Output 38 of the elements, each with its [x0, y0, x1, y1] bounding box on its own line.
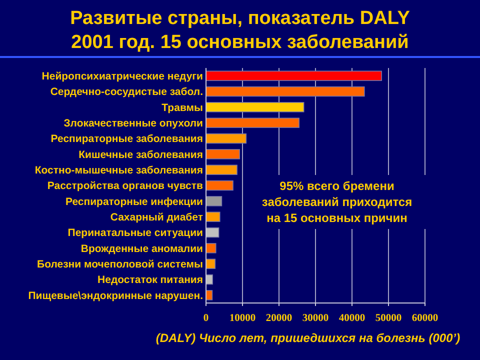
bar — [206, 164, 238, 175]
annotation: 95% всего бремени заболеваний приходится на 15 основных причин — [262, 179, 412, 225]
x-tick-label: 60000 — [412, 313, 438, 324]
y-tick-label: Респираторные заболевания — [50, 133, 203, 146]
x-tick-label: 30000 — [302, 313, 329, 324]
y-tick-label: Травмы — [162, 102, 204, 114]
bar — [206, 70, 382, 81]
y-tick-label: Недостаток питания — [98, 274, 203, 286]
bar — [206, 180, 234, 191]
y-tick-label: Врожденные аномалии — [80, 242, 203, 255]
y-tick-label: Нейропсихиатрические недуги — [42, 70, 203, 83]
bar — [206, 212, 220, 222]
x-tick-label: 0 — [203, 313, 209, 324]
x-axis-title: (DALY) Число лет, пришедшихся на болезнь (000’) — [156, 331, 460, 345]
y-tick-label: Злокачественные опухоли — [64, 118, 203, 130]
x-tick-label: 40000 — [338, 313, 366, 324]
y-tick-label: Расстройства органов чувств — [47, 180, 204, 192]
bar — [206, 258, 216, 269]
y-tick-label: Сердечно-сосудистые забол. — [50, 86, 204, 98]
y-tick-label: Респираторные инфекции — [65, 196, 203, 208]
y-tick-label: Пищевые\эндокринные нарушен. — [28, 290, 204, 302]
y-tick-label: Болезни мочеполовой системы — [37, 258, 204, 271]
bar — [206, 243, 216, 254]
y-tick-label: Перинатальные ситуации — [68, 227, 203, 240]
y-tick-label: Сахарный диабет — [110, 212, 203, 224]
bar — [206, 196, 222, 206]
bar — [206, 149, 240, 160]
bar — [206, 227, 220, 238]
x-tick-label: 50000 — [375, 313, 402, 324]
bar — [206, 86, 365, 97]
y-tick-label: Кишечные заболевания — [78, 148, 203, 161]
bar — [206, 102, 304, 112]
chart-title: Развитые страны, показатель DALY 2001 год. 15 основных заболеваний — [70, 8, 410, 53]
x-tick-label: 10000 — [229, 313, 256, 324]
bar — [206, 133, 247, 144]
y-tick-label: Костно-мышечные заболевания — [34, 164, 203, 177]
bar — [206, 118, 300, 128]
x-tick-label: 20000 — [266, 313, 292, 324]
